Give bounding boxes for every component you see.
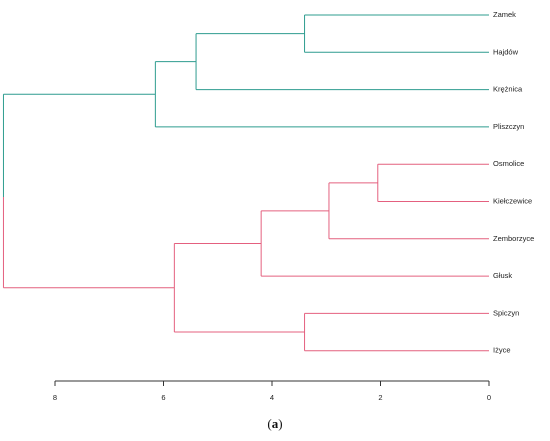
leaf-labels: Zamek Hajdów Krężnica Pliszczyn Osmolice Kieł…	[493, 10, 534, 355]
leaf-label-6: Zemborzyce	[493, 234, 534, 243]
caption-close: )	[278, 416, 282, 431]
leaf-label-9: Iżyce	[493, 346, 511, 355]
x-axis: 8 6 4 2 0	[53, 380, 491, 402]
leaf-label-3: Pliszczyn	[493, 122, 524, 131]
figure-caption: (a)	[267, 416, 282, 431]
caption-letter: a	[272, 416, 279, 431]
x-tick-label-3: 2	[378, 393, 382, 402]
x-tick-label-0: 8	[53, 393, 57, 402]
leaf-label-5: Kiełczewice	[493, 196, 532, 205]
leaf-label-1: Hajdów	[493, 47, 519, 56]
leaf-label-7: Głusk	[493, 271, 512, 280]
leaf-label-8: Spiczyn	[493, 308, 519, 317]
leaf-label-2: Krężnica	[493, 85, 523, 94]
dendrogram-branches	[2, 14, 489, 352]
leaf-label-4: Osmolice	[493, 159, 524, 168]
leaf-label-0: Zamek	[493, 10, 516, 19]
caption-open: (	[267, 416, 271, 431]
x-tick-label-2: 4	[270, 393, 274, 402]
x-tick-label-4: 0	[487, 393, 491, 402]
x-tick-label-1: 6	[161, 393, 165, 402]
